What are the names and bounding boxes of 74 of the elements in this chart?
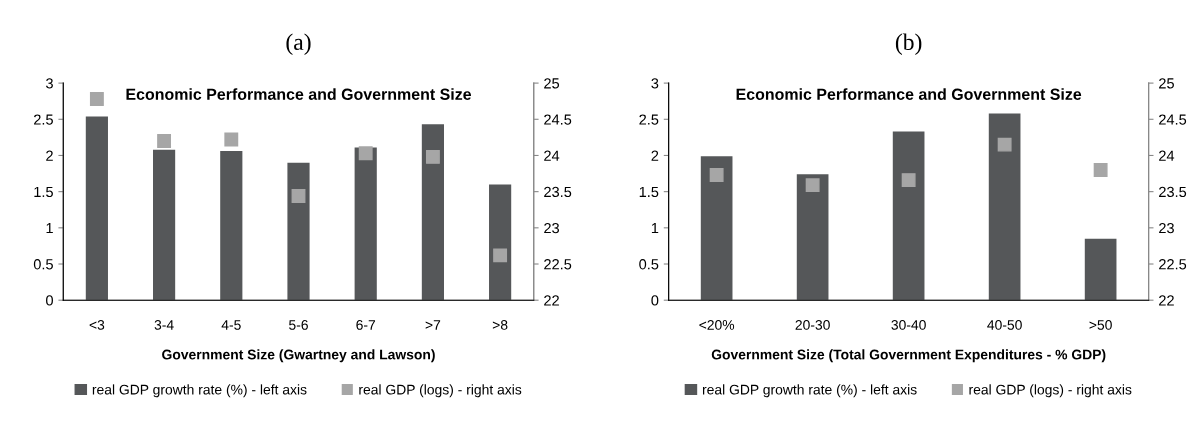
text: (b) (895, 33, 922, 55)
y-tick-label: 0.5 (33, 259, 53, 270)
point (89, 92, 104, 106)
y2-tick-label: 22.5 (544, 259, 572, 270)
y-tick-label: 1 (46, 223, 53, 234)
point (224, 132, 239, 147)
y-tick-label: 0 (46, 295, 53, 306)
y2-tick-label: 23 (544, 222, 560, 234)
y-tick-label: 0.5 (639, 259, 659, 270)
x-tick-label: >50 (1089, 320, 1112, 330)
bar (796, 174, 829, 301)
point (291, 189, 306, 203)
point (493, 248, 508, 263)
bar (489, 184, 512, 301)
point (997, 137, 1012, 152)
y2-tick-label: 22.5 (1159, 259, 1187, 270)
y-tick-label: 2.5 (639, 114, 659, 125)
legend-label: real GDP (logs) - right axis (359, 384, 522, 398)
y2-tick-label: 24.5 (1159, 114, 1187, 125)
chart-title: Economic Performance and Government Size (736, 88, 1082, 100)
point (157, 134, 172, 148)
x-tick-label: <20% (699, 320, 735, 330)
bar (287, 162, 310, 301)
point (1093, 162, 1108, 177)
y2-tick-label: 23.5 (544, 186, 572, 198)
x-tick-label: 5-6 (289, 320, 308, 330)
y-tick-label: 2 (46, 150, 53, 161)
y-tick-label: 1.5 (639, 186, 659, 198)
x-tick-label: 20-30 (795, 320, 830, 330)
bar (153, 149, 176, 301)
x-axis-title: Government Size (Total Government Expenditures - % GDP) (711, 349, 1106, 363)
y-tick-label: 1.5 (34, 186, 53, 198)
legend-label: real GDP growth rate (%) - left axis (702, 384, 917, 398)
y2-tick-label: 23 (1159, 222, 1174, 234)
y2-tick-label: 24.5 (544, 114, 572, 125)
y-tick-label: 3 (46, 78, 53, 89)
bar (988, 113, 1021, 301)
x-tick-label: >8 (492, 320, 508, 330)
x-tick-label: 40-50 (987, 320, 1022, 330)
point (358, 146, 373, 161)
y2-tick-label: 23.5 (1159, 186, 1187, 198)
bar (85, 116, 108, 301)
point (901, 173, 916, 188)
bar (1084, 238, 1117, 301)
bar (354, 147, 377, 301)
y2-tick-label: 24 (1159, 150, 1175, 161)
y2-tick-label: 24 (544, 150, 560, 161)
y-tick-label: 3 (651, 78, 659, 89)
text: (a) (286, 33, 311, 55)
x-tick-label: >7 (425, 320, 441, 330)
bar (892, 131, 925, 301)
x-tick-label: <3 (89, 320, 105, 330)
point (425, 149, 440, 164)
bar (700, 156, 733, 301)
point (805, 178, 820, 193)
bar (220, 151, 243, 301)
x-tick-label: 4-5 (221, 320, 241, 330)
y2-tick-label: 22 (1159, 295, 1174, 306)
y-tick-label: 1 (651, 223, 659, 234)
y-tick-label: 0 (651, 295, 659, 306)
x-axis-title: Government Size (Gwartney and Lawson) (162, 349, 435, 363)
bar (421, 124, 444, 301)
legend-label: real GDP growth rate (%) - left axis (92, 384, 307, 398)
chart-title: Economic Performance and Government Size (126, 88, 472, 100)
legend-label: real GDP (logs) - right axis (969, 384, 1132, 398)
x-tick-label: 6-7 (356, 320, 376, 330)
y2-tick-label: 22 (544, 295, 559, 306)
x-tick-label: 3-4 (154, 320, 174, 330)
point (709, 168, 724, 182)
y-tick-label: 2.5 (34, 114, 53, 125)
y2-tick-label: 25 (1159, 78, 1174, 89)
y-tick-label: 2 (651, 150, 659, 161)
x-tick-label: 30-40 (891, 320, 926, 330)
y2-tick-label: 25 (544, 78, 560, 89)
